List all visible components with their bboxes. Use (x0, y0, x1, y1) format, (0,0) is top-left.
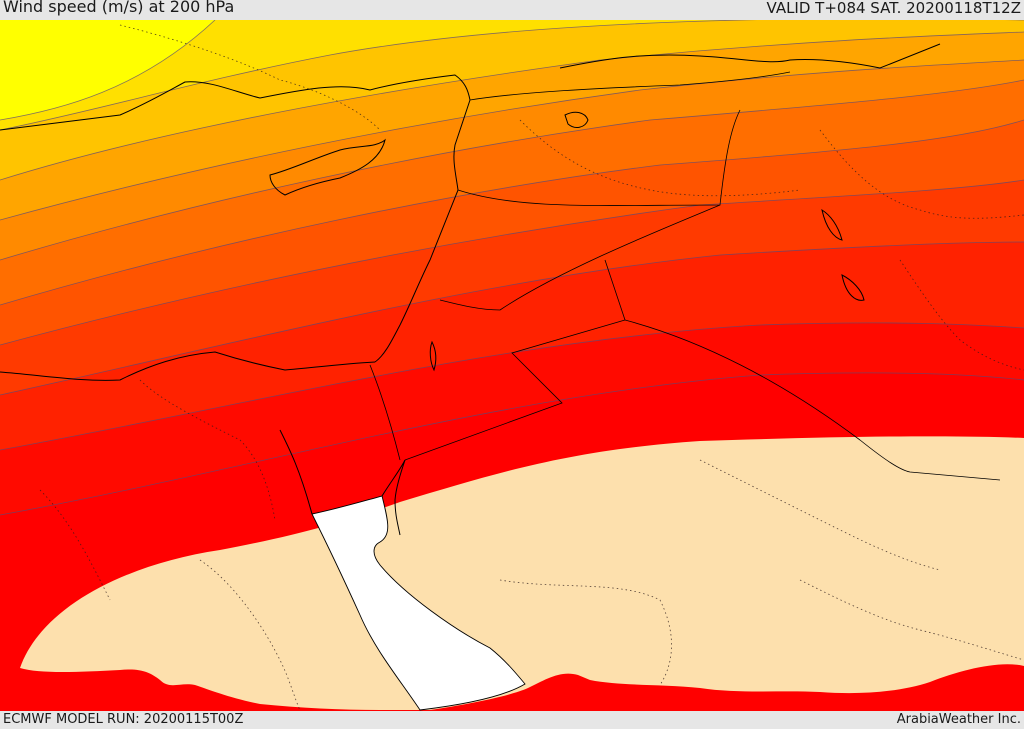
province-line (819, 129, 1024, 219)
province-line (39, 489, 111, 601)
coastline-gulf-aqaba (394, 459, 406, 536)
border-line (469, 71, 791, 101)
border-line (624, 319, 1001, 481)
cyprus (269, 138, 386, 196)
lake-tharthar (821, 208, 843, 241)
borders (369, 71, 1001, 481)
province-line (119, 24, 381, 131)
contour-line (0, 119, 1024, 306)
border-line (404, 259, 626, 461)
contour-line (0, 179, 1024, 346)
contour-line (0, 20, 216, 121)
wind-speed-map (0, 20, 1024, 711)
footer-bar: ECMWF MODEL RUN: 20200115T00Z ArabiaWeat… (0, 711, 1024, 729)
border-line (457, 109, 741, 206)
contour-line (0, 322, 1024, 451)
contour-line (0, 31, 1024, 181)
contour-line (0, 59, 1024, 221)
model-run: ECMWF MODEL RUN: 20200115T00Z (3, 712, 244, 727)
province-line (899, 259, 1024, 371)
lake-razzaza (841, 274, 865, 301)
dead-sea (429, 340, 437, 372)
coastline-turkey-south (0, 74, 471, 131)
red-sea (311, 495, 526, 711)
province-line (699, 459, 941, 571)
contour-line (0, 372, 1024, 516)
low-wind-region (20, 436, 1024, 710)
border-line (369, 364, 401, 461)
wind-contours (0, 20, 1024, 516)
contour-line (0, 241, 1024, 396)
valid-time: VALID T+084 SAT. 20200118T12Z (766, 0, 1021, 17)
contour-line (0, 79, 1024, 261)
province-line (139, 379, 276, 521)
lake-van (564, 111, 589, 128)
province-line (199, 559, 301, 711)
coastline-levant (374, 99, 471, 363)
chart-title: Wind speed (m/s) at 200 hPa (3, 0, 235, 16)
contour-line (0, 20, 1024, 131)
credit: ArabiaWeather Inc. (896, 712, 1021, 727)
coastlines (0, 43, 941, 536)
coastline-black-sea (559, 43, 941, 69)
border-line (439, 204, 721, 311)
coastline-egypt-north (0, 351, 376, 381)
province-boundaries (39, 24, 1024, 711)
title-bar: Wind speed (m/s) at 200 hPa VALID T+084 … (0, 0, 1024, 20)
